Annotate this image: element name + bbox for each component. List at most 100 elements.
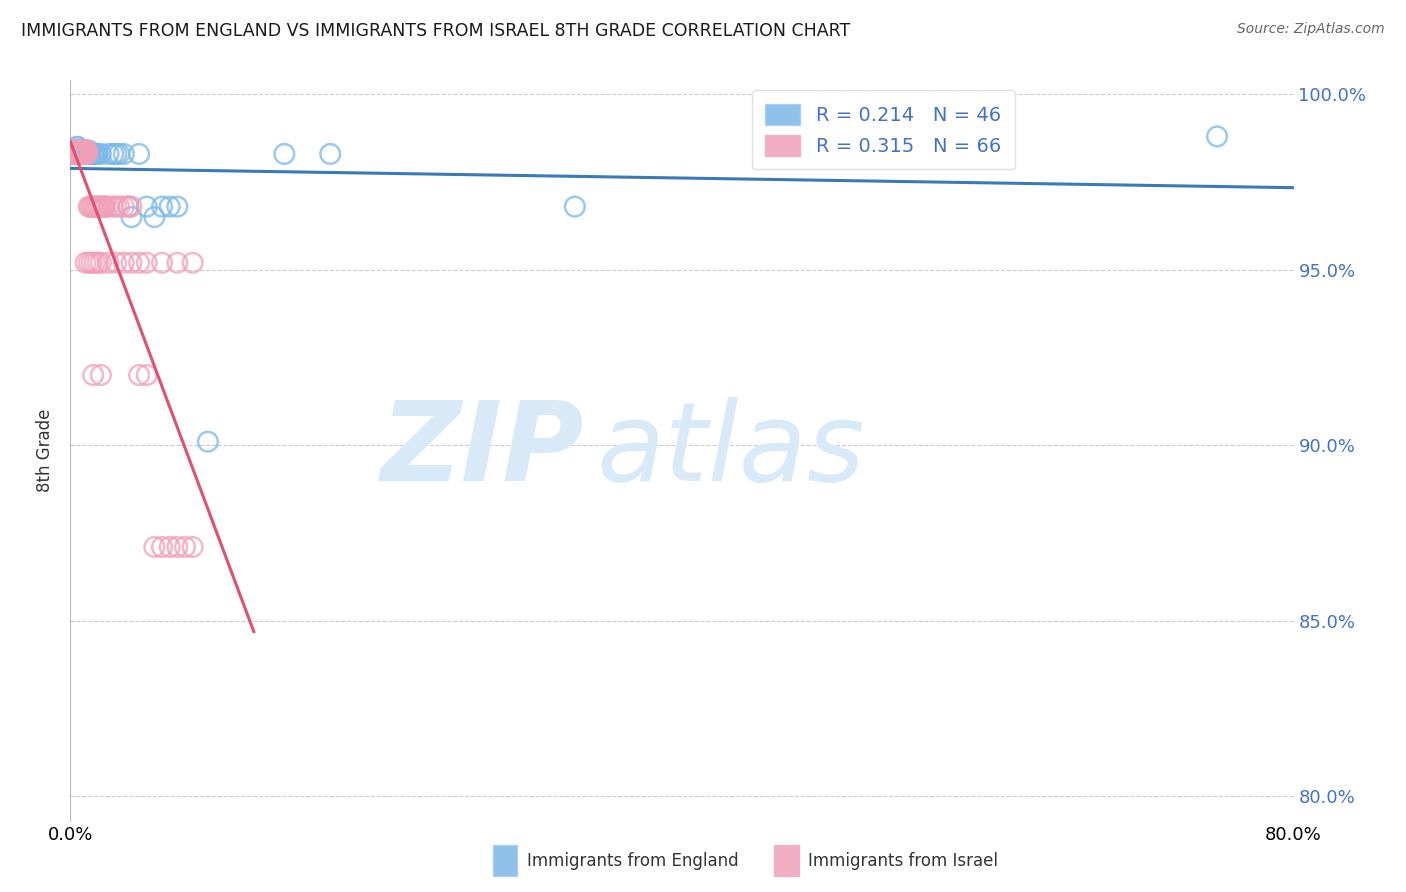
Point <box>97 256 120 270</box>
Point <box>73 144 96 158</box>
Point <box>76 147 98 161</box>
Point <box>89 200 111 214</box>
Point <box>72 144 94 158</box>
Point <box>77 144 100 158</box>
Point <box>72 144 94 158</box>
Point <box>90 256 112 270</box>
Point <box>87 200 110 214</box>
Text: Source: ZipAtlas.com: Source: ZipAtlas.com <box>1237 22 1385 37</box>
Point <box>90 368 112 382</box>
Point <box>94 200 117 214</box>
Point <box>90 200 112 214</box>
Y-axis label: 8th Grade: 8th Grade <box>37 409 55 492</box>
Point <box>83 200 105 214</box>
Point <box>80 147 103 161</box>
Point <box>72 147 94 161</box>
Point <box>159 200 181 214</box>
Point <box>70 144 93 158</box>
Point <box>128 368 150 382</box>
Point <box>93 200 115 214</box>
Point <box>66 144 89 158</box>
Point <box>75 147 97 161</box>
Text: Immigrants from Israel: Immigrants from Israel <box>808 852 998 870</box>
Point <box>181 540 204 554</box>
Point <box>135 256 157 270</box>
Point <box>77 200 100 214</box>
Point <box>105 147 128 161</box>
Point <box>101 200 124 214</box>
Point <box>112 256 135 270</box>
Point <box>90 147 112 161</box>
Text: ZIP: ZIP <box>381 397 583 504</box>
Point <box>76 144 98 158</box>
Point <box>87 256 110 270</box>
Point <box>75 144 97 158</box>
Point <box>69 144 91 158</box>
Point <box>143 540 166 554</box>
Point <box>128 147 150 161</box>
Point <box>79 147 101 161</box>
Point <box>319 147 342 161</box>
Point <box>112 200 135 214</box>
Point <box>60 147 83 161</box>
Point <box>69 147 91 161</box>
Point <box>77 147 100 161</box>
Point <box>159 540 181 554</box>
Point <box>97 147 120 161</box>
Point <box>128 256 150 270</box>
Point <box>108 200 131 214</box>
Point <box>77 256 100 270</box>
Point <box>135 368 157 382</box>
Point <box>70 144 93 158</box>
Point <box>117 200 139 214</box>
Point <box>80 200 103 214</box>
Point <box>70 147 93 161</box>
Point <box>75 256 97 270</box>
Text: Immigrants from England: Immigrants from England <box>527 852 740 870</box>
Point <box>91 200 114 214</box>
Point <box>150 540 173 554</box>
Point <box>82 200 104 214</box>
Point <box>84 147 107 161</box>
Point <box>82 368 104 382</box>
Point <box>197 434 219 449</box>
Point <box>75 147 97 161</box>
Point <box>105 256 128 270</box>
Point <box>80 256 103 270</box>
Point <box>166 200 188 214</box>
Text: IMMIGRANTS FROM ENGLAND VS IMMIGRANTS FROM ISRAEL 8TH GRADE CORRELATION CHART: IMMIGRANTS FROM ENGLAND VS IMMIGRANTS FR… <box>21 22 851 40</box>
Point <box>150 256 173 270</box>
Point <box>83 256 105 270</box>
Point <box>121 210 143 224</box>
Text: atlas: atlas <box>596 397 865 504</box>
Point <box>84 200 107 214</box>
Point <box>166 256 188 270</box>
Point <box>65 144 87 158</box>
Point <box>87 147 110 161</box>
Point <box>143 210 166 224</box>
Point <box>75 144 97 158</box>
Point <box>121 200 143 214</box>
Point <box>101 147 124 161</box>
Point <box>60 147 83 161</box>
Point <box>273 147 295 161</box>
Point <box>181 256 204 270</box>
Point <box>105 200 128 214</box>
Point <box>63 147 86 161</box>
Point <box>63 144 86 158</box>
Point <box>174 540 197 554</box>
Point <box>135 200 157 214</box>
Point <box>65 140 87 154</box>
Point <box>66 140 89 154</box>
Point <box>65 147 87 161</box>
Point <box>150 200 173 214</box>
Point <box>121 256 143 270</box>
Point <box>70 147 93 161</box>
Point <box>82 147 104 161</box>
Point <box>62 144 84 158</box>
Point <box>60 144 83 158</box>
Point <box>69 144 91 158</box>
Point <box>108 147 131 161</box>
Point <box>76 147 98 161</box>
Point <box>73 144 96 158</box>
